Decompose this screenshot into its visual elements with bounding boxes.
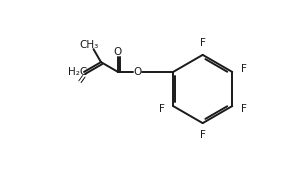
Text: CH₃: CH₃ xyxy=(79,40,98,50)
Text: F: F xyxy=(241,104,247,114)
Text: O: O xyxy=(134,67,142,77)
Text: F: F xyxy=(200,38,206,48)
Text: F: F xyxy=(159,104,165,114)
Text: O: O xyxy=(114,47,122,57)
Text: F: F xyxy=(200,130,206,140)
Text: F: F xyxy=(241,64,247,74)
Text: =: = xyxy=(75,70,91,86)
Text: H₂C: H₂C xyxy=(68,67,88,77)
